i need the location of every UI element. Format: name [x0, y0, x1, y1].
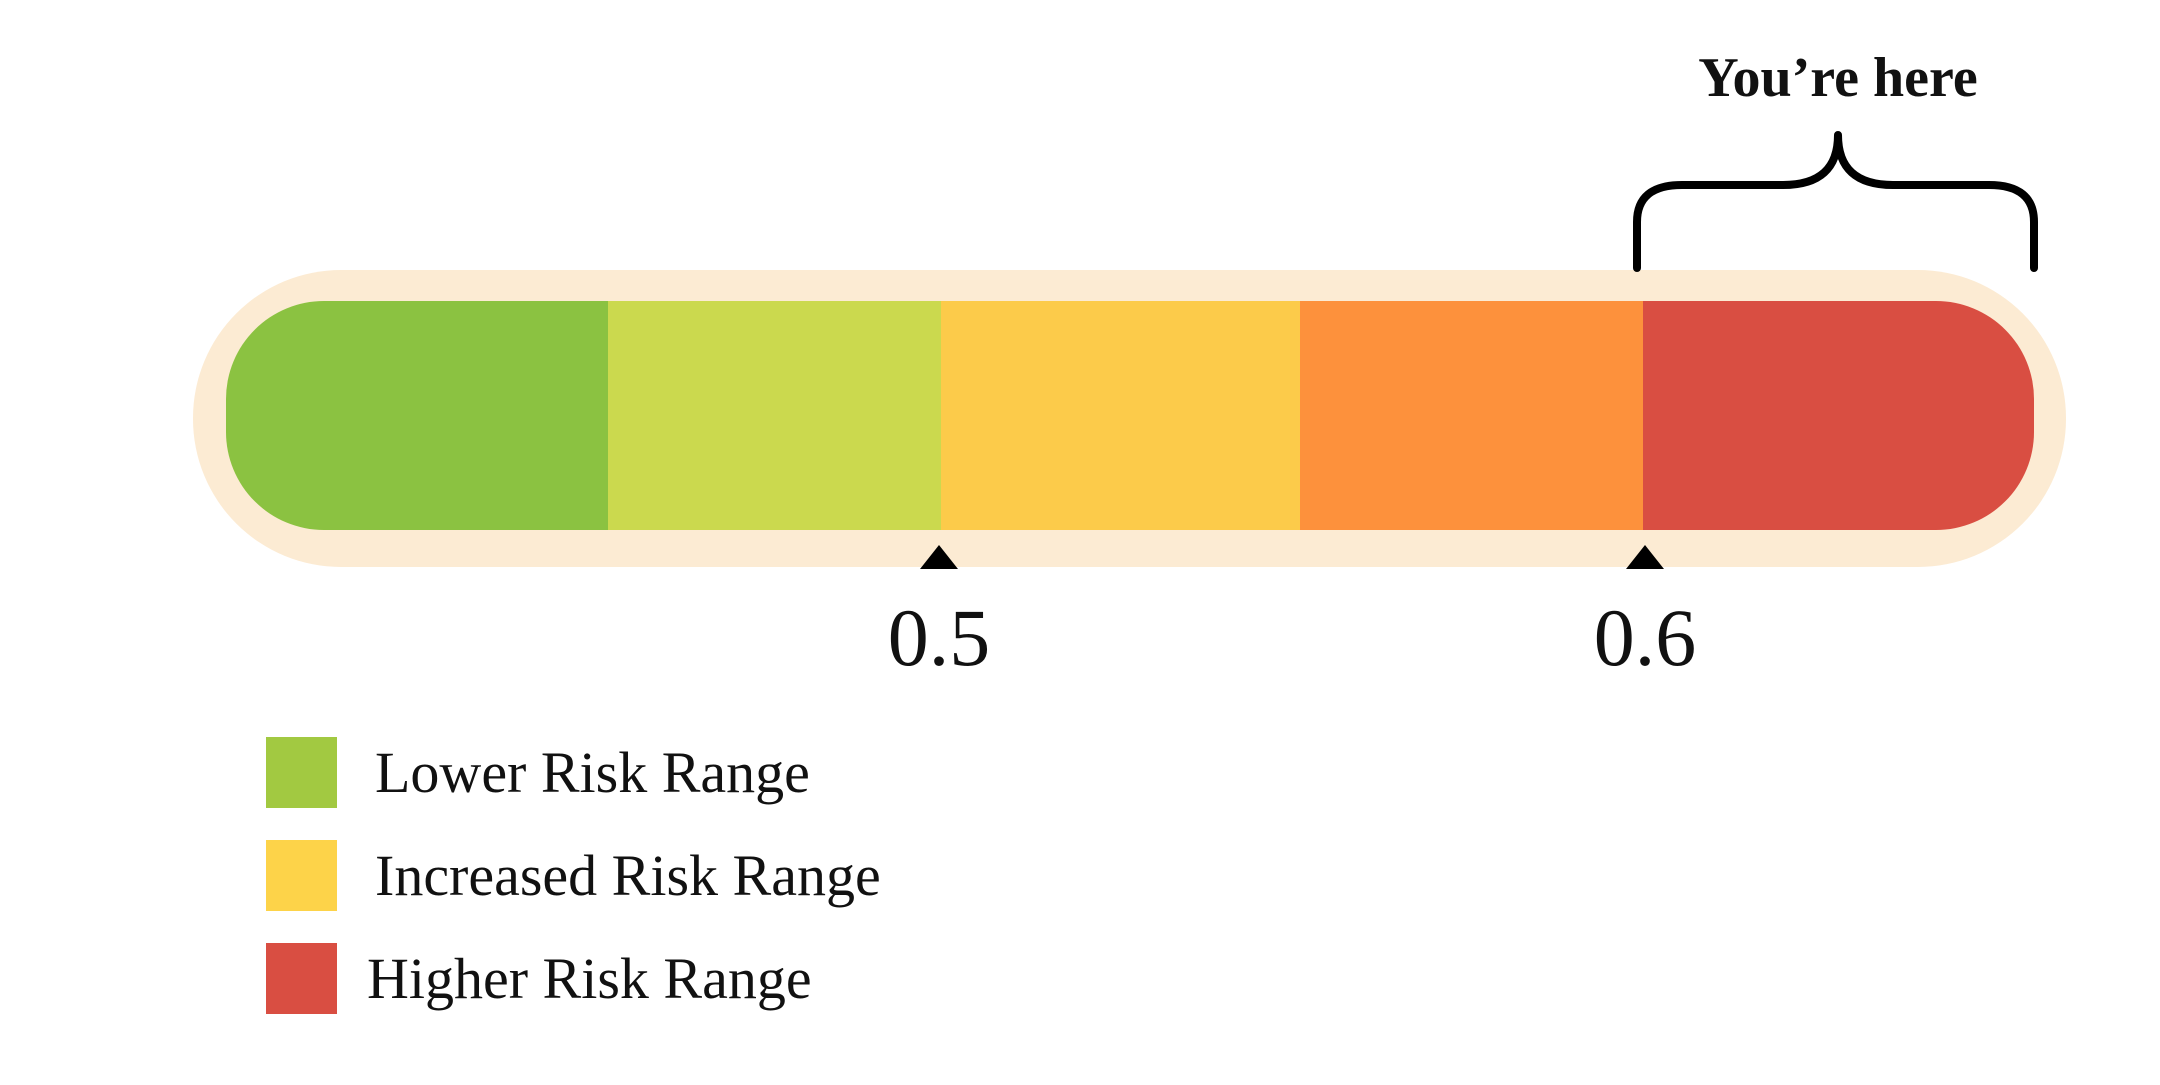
threshold-marker-2 [1626, 545, 1664, 569]
gauge-bar [226, 301, 2034, 530]
legend-swatch-increased-risk [266, 839, 337, 911]
legend-swatch-higher-risk [266, 942, 337, 1014]
gauge-segment-5 [1643, 301, 2034, 530]
legend-item-increased-risk: Increased Risk Range [266, 839, 881, 911]
gauge-segment-3 [941, 301, 1301, 530]
legend-label-higher-risk: Higher Risk Range [367, 945, 812, 1011]
gauge-segment-4 [1300, 301, 1644, 530]
threshold-label-2: 0.6 [1594, 592, 1697, 683]
threshold-marker-1 [920, 545, 958, 569]
legend-item-lower-risk: Lower Risk Range [266, 736, 881, 808]
indicator-label: You’re here [1698, 47, 1977, 109]
legend-swatch-lower-risk [266, 736, 337, 808]
legend: Lower Risk Range Increased Risk Range Hi… [266, 736, 881, 1045]
legend-label-increased-risk: Increased Risk Range [375, 842, 881, 908]
legend-label-lower-risk: Lower Risk Range [375, 739, 810, 805]
legend-item-higher-risk: Higher Risk Range [266, 942, 881, 1014]
gauge-segment-1 [226, 301, 609, 530]
gauge-segment-2 [608, 301, 942, 530]
indicator-brace [1633, 131, 2038, 272]
threshold-label-1: 0.5 [888, 592, 991, 683]
